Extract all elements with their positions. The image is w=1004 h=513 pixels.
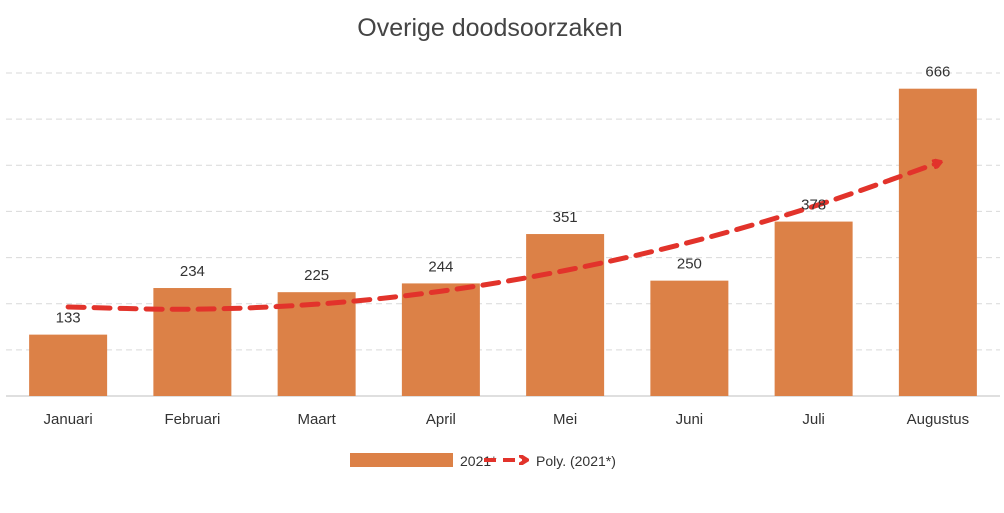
trendline-path bbox=[65, 163, 938, 312]
bar bbox=[650, 280, 729, 396]
legend-swatch-bar bbox=[350, 453, 453, 467]
bar bbox=[526, 234, 605, 396]
x-tick-label: Juli bbox=[802, 411, 825, 428]
data-label: 133 bbox=[56, 310, 81, 327]
bars bbox=[29, 88, 977, 396]
data-label: 666 bbox=[925, 64, 950, 81]
x-tick-label: Augustus bbox=[907, 411, 970, 428]
x-tick-label: Juni bbox=[676, 411, 704, 428]
data-label: 351 bbox=[553, 209, 578, 226]
data-labels: 133 234 225 244 351 250 378 666 bbox=[56, 64, 951, 327]
x-tick-label: Mei bbox=[553, 411, 577, 428]
legend-label-series: 2021* bbox=[460, 453, 497, 469]
data-label: 378 bbox=[801, 197, 826, 214]
chart-title: Overige doodsoorzaken bbox=[357, 14, 623, 42]
bar bbox=[774, 221, 853, 396]
data-label: 250 bbox=[677, 256, 702, 273]
bar bbox=[153, 288, 232, 396]
x-tick-label: April bbox=[426, 411, 456, 428]
trendline bbox=[65, 163, 938, 312]
x-axis: Januari Februari Maart April Mei Juni Juli Augu… bbox=[44, 411, 970, 428]
bar bbox=[277, 292, 356, 396]
legend-label-trendline: Poly. (2021*) bbox=[536, 453, 616, 469]
data-label: 244 bbox=[428, 258, 453, 275]
legend: 2021* Poly. (2021*) bbox=[350, 453, 616, 469]
data-label: 234 bbox=[180, 263, 205, 280]
data-label: 225 bbox=[304, 267, 329, 284]
x-tick-label: Februari bbox=[164, 411, 220, 428]
x-tick-label: Januari bbox=[44, 411, 93, 428]
bar bbox=[898, 88, 977, 396]
bar bbox=[29, 334, 108, 396]
x-tick-label: Maart bbox=[297, 411, 336, 428]
bar bbox=[401, 283, 480, 396]
